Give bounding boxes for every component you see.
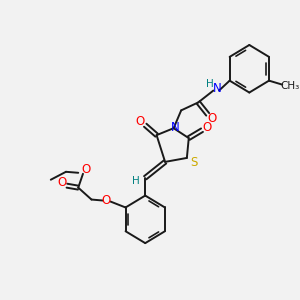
Text: S: S bbox=[190, 156, 197, 170]
Text: H: H bbox=[132, 176, 140, 186]
Text: N: N bbox=[213, 82, 221, 95]
Text: O: O bbox=[58, 176, 67, 189]
Text: O: O bbox=[101, 194, 110, 207]
Text: O: O bbox=[202, 121, 212, 134]
Text: O: O bbox=[208, 112, 217, 125]
Text: O: O bbox=[136, 115, 145, 128]
Text: N: N bbox=[171, 121, 180, 134]
Text: CH₃: CH₃ bbox=[280, 81, 299, 91]
Text: O: O bbox=[81, 163, 90, 176]
Text: H: H bbox=[206, 79, 213, 88]
